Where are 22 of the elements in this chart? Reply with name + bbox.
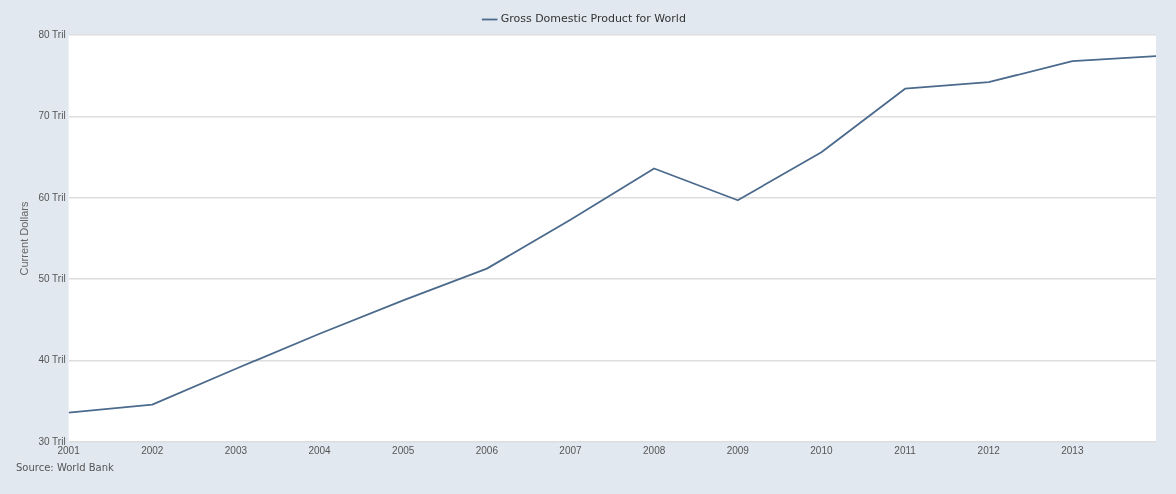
x-tick-label: 2002 [141,444,164,456]
y-axis-title: Current Dollars [17,201,30,276]
x-tick-label: 2011 [894,444,917,456]
x-tick-label: 2008 [643,444,666,456]
x-tick-label: 2009 [726,444,750,456]
x-tick-label: 2010 [810,444,833,456]
y-tick-label: 80 Tril [38,28,66,40]
x-tick-label: 2001 [57,444,81,456]
y-tick-label: 70 Tril [38,110,66,122]
x-tick-label: 2006 [475,444,499,456]
x-tick-label: 2013 [1061,444,1084,456]
y-tick-label: 50 Tril [38,272,66,284]
x-tick-label: 2005 [392,444,415,456]
y-tick-label: 30 Tril [38,435,66,447]
x-tick-label: 2003 [224,444,248,456]
x-tick-label: 2004 [308,444,332,456]
x-tick-label: 2012 [977,444,1001,456]
x-tick-label: 2007 [559,444,583,456]
y-tick-label: 40 Tril [38,354,66,366]
source-note: Source: World Bank [16,462,114,473]
legend-label: Gross Domestic Product for World [500,12,686,26]
y-tick-label: 60 Tril [38,191,66,203]
